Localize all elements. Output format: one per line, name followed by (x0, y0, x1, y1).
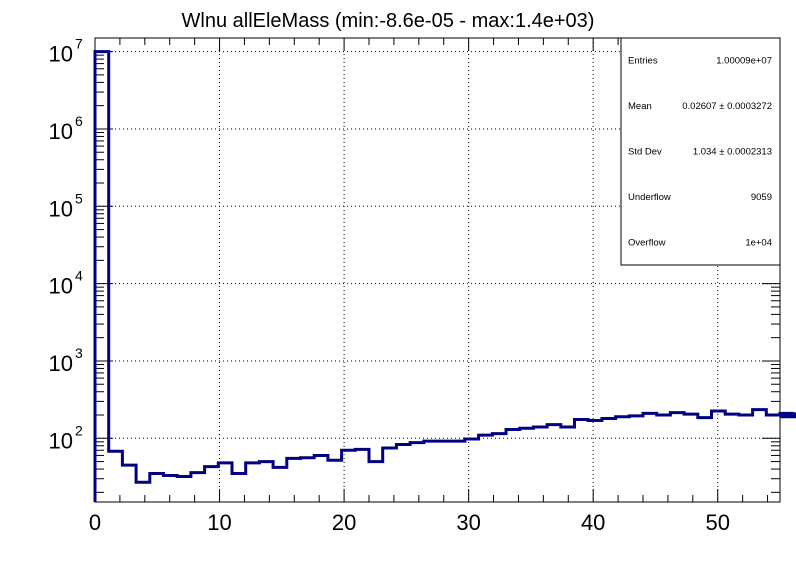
stats-box-border (620, 37, 781, 266)
stats-value: 0.02607 ± 0.0003272 (682, 101, 772, 112)
stats-value: 1.034 ± 0.0002313 (693, 147, 772, 158)
y-tick-exponent: 7 (75, 36, 83, 52)
x-tick-label: 50 (705, 510, 729, 535)
y-tick-exponent: 2 (75, 422, 83, 438)
y-tick-label: 10 (49, 351, 73, 376)
x-tick-label: 30 (456, 510, 480, 535)
y-tick-label: 10 (49, 428, 73, 453)
y-tick-exponent: 4 (75, 268, 83, 284)
y-tick-label: 10 (49, 119, 73, 144)
stats-box: Entries 1.00009e+07 Mean 0.02607 ± 0.000327… (620, 37, 781, 266)
x-tick-label: 10 (207, 510, 231, 535)
x-tick-label: 40 (581, 510, 605, 535)
x-tick-label: 20 (332, 510, 356, 535)
y-tick-label: 10 (49, 274, 73, 299)
stats-value: 1.00009e+07 (716, 56, 772, 67)
stats-label: Std Dev (628, 147, 662, 158)
stats-value: 9059 (751, 192, 772, 203)
grid-lines (95, 38, 780, 502)
x-axis: 0 10 20 30 40 50 (89, 510, 730, 535)
stats-label: Overflow (628, 237, 666, 248)
y-tick-exponent: 6 (75, 113, 83, 129)
y-tick-exponent: 5 (75, 190, 83, 206)
y-tick-exponent: 3 (75, 345, 83, 361)
y-tick-label: 10 (49, 196, 73, 221)
x-tick-label: 0 (89, 510, 101, 535)
stats-label: Underflow (628, 192, 671, 203)
stats-label: Entries (628, 56, 658, 67)
stats-label: Mean (628, 101, 652, 112)
histogram-series (93, 50, 796, 502)
histogram-line (93, 50, 796, 502)
y-tick-label: 10 (49, 42, 73, 67)
stats-value: 1e+04 (745, 237, 772, 248)
chart-title: Wlnu allEleMass (min:-8.6e-05 - max:1.4e… (182, 10, 595, 32)
